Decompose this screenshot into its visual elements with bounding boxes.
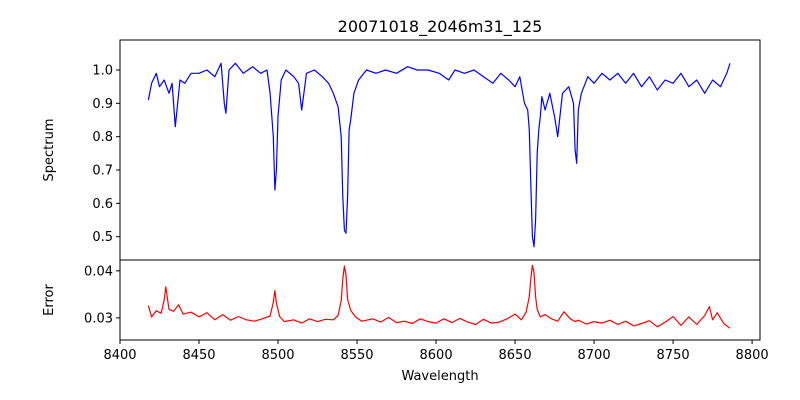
error-y-tick-label: 0.04 [84, 264, 113, 279]
x-tick-label: 8450 [182, 348, 215, 363]
x-tick-label: 8550 [340, 348, 373, 363]
x-tick-label: 8600 [420, 348, 453, 363]
x-tick-label: 8500 [261, 348, 294, 363]
error-x-ticks: 8400 8450 8500 8550 8600 8650 8700 8750 8800 [103, 340, 769, 363]
error-y-tick-label: 0.03 [84, 311, 113, 326]
spectrum-y-tick-label: 0.6 [92, 197, 113, 212]
x-tick-label: 8750 [657, 348, 690, 363]
spectrum-y-tick-label: 0.8 [92, 130, 113, 145]
error-line-0 [147, 264, 731, 329]
x-tick-label: 8650 [499, 348, 532, 363]
spectrum-y-tick-label: 0.7 [92, 164, 113, 179]
spectrum-y-tick-label: 1.0 [92, 64, 113, 79]
x-tick-label: 8400 [103, 348, 136, 363]
x-tick-label: 8800 [736, 348, 769, 363]
chart-title: 20071018_2046m31_125 [338, 17, 543, 37]
error-panel: 0.03 0.04 8400 8450 8500 8550 8600 8650 8700 875… [42, 259, 769, 384]
x-tick-label: 8700 [578, 348, 611, 363]
error-panel-frame [119, 259, 761, 341]
x-axis-label: Wavelength [401, 369, 478, 384]
error-y-axis-label: Error [42, 284, 57, 316]
spectrum-y-ticks: 0.5 0.6 0.7 0.8 0.9 1.0 [92, 64, 120, 245]
spectrum-series-group [147, 62, 731, 248]
spectrum-y-tick-label: 0.5 [92, 230, 113, 245]
error-series-group [147, 264, 731, 329]
spectrum-y-axis-label: Spectrum [42, 119, 57, 182]
spectrum-y-tick-label: 0.9 [92, 97, 113, 112]
error-y-ticks: 0.03 0.04 [84, 264, 120, 326]
spectrum-line-0 [147, 62, 731, 248]
